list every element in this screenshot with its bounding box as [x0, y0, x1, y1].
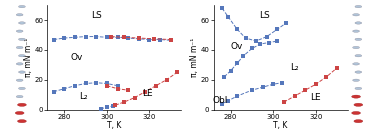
X-axis label: T, K: T, K	[273, 121, 288, 130]
X-axis label: T, K: T, K	[107, 121, 122, 130]
Text: LE: LE	[310, 93, 321, 102]
Text: LS: LS	[259, 11, 270, 20]
Text: L₂: L₂	[290, 63, 299, 72]
Text: L₂: L₂	[79, 92, 88, 101]
Text: LS: LS	[91, 11, 102, 20]
Text: Ov: Ov	[71, 53, 83, 62]
Text: Ov: Ov	[231, 43, 243, 51]
Y-axis label: π, mN m⁻¹: π, mN m⁻¹	[190, 38, 199, 77]
Text: LE: LE	[142, 89, 153, 98]
Y-axis label: π, mN m⁻¹: π, mN m⁻¹	[24, 38, 33, 77]
Text: Obl: Obl	[212, 96, 228, 105]
